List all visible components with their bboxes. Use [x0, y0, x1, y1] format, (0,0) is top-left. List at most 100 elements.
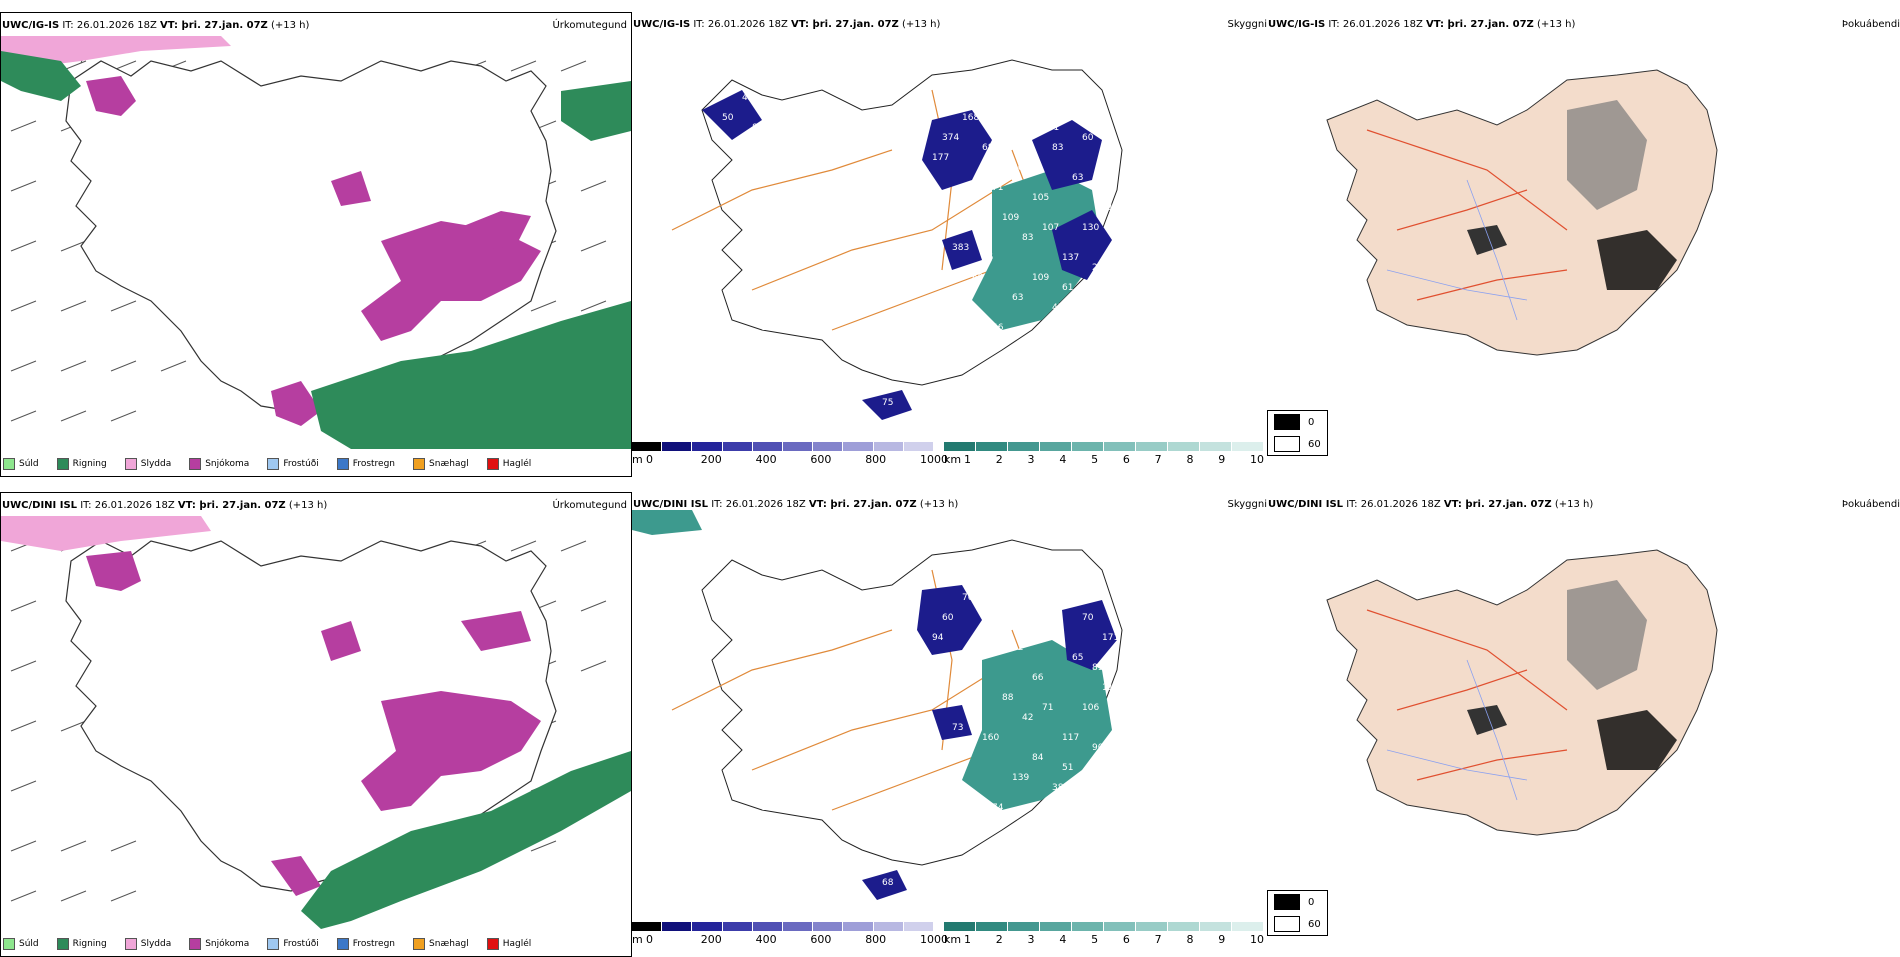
fog-area	[1467, 225, 1507, 255]
legend-swatch	[336, 938, 349, 950]
visibility-value-label: 74	[992, 803, 1004, 813]
fog-swatch	[1274, 894, 1300, 910]
precip-type-panel-bottom: UWC/DINI ISL IT: 26.01.2026 18Z VT: þri.…	[0, 492, 632, 957]
fog-swatch	[1274, 916, 1300, 932]
legend-swatch	[56, 938, 69, 950]
legend-item: Snæhagl	[413, 938, 469, 950]
panel-title: UWC/DINI ISL IT: 26.01.2026 18Z VT: þri.…	[1268, 499, 1594, 510]
legend-label: Snæhagl	[429, 459, 469, 469]
precip-map	[1, 36, 631, 449]
colorbar-cell	[1072, 922, 1104, 931]
visibility-value-label: 80	[752, 123, 764, 133]
legend-item: Haglél	[486, 938, 531, 950]
snow-area	[361, 221, 541, 341]
legend-label: Frostregn	[352, 459, 396, 469]
colorbar-cell	[843, 922, 874, 931]
legend-item: Frostregn	[336, 458, 396, 470]
colorbar-tick-label: 600	[810, 453, 832, 466]
precip-legend: Súld Rigning Slydda Snjókoma Frostúði Fr…	[3, 938, 543, 950]
colorbar-tick-label: 3	[1027, 453, 1035, 466]
visibility-value-label: 69	[972, 273, 984, 283]
precip-type-panel-top: UWC/IG-IS IT: 26.01.2026 18Z VT: þri. 27…	[0, 12, 632, 477]
legend-label: Snjókoma	[205, 939, 250, 949]
panel-type-label: Þokuábendi	[1841, 19, 1900, 30]
visibility-value-label: 95	[982, 253, 993, 263]
fog-swatch	[1274, 436, 1300, 452]
legend-label: Snæhagl	[429, 939, 469, 949]
fog-map	[1326, 549, 1718, 836]
colorbar-cell	[1200, 922, 1232, 931]
colorbar-cell	[1040, 922, 1072, 931]
visibility-labels: 68 36 83 60 63 105 109 107 130 137 109 63 95 383 37416…	[722, 93, 1123, 408]
colorbar-cell	[692, 442, 723, 451]
legend-swatch	[3, 938, 15, 950]
colorbar-cell	[1008, 922, 1040, 931]
colorbar-tick-label: 6	[1122, 453, 1130, 466]
visibility-value-label: 70	[1052, 623, 1064, 633]
legend-swatch	[267, 938, 280, 950]
legend-item: Snjókoma	[189, 458, 249, 470]
visibility-value-label: 68	[882, 878, 894, 888]
legend-swatch	[189, 458, 202, 470]
colorbar-cell	[782, 442, 814, 451]
rain-area	[311, 301, 631, 449]
panel-title: UWC/IG-IS IT: 26.01.2026 18Z VT: þri. 27…	[1268, 19, 1576, 30]
fog-area	[1597, 710, 1677, 770]
visibility-value-label: 45	[1052, 303, 1063, 313]
legend-item: Súld	[3, 458, 39, 470]
visibility-value-label: 61	[1062, 283, 1073, 293]
legend-label: Haglél	[502, 459, 532, 469]
visibility-value-label: 177	[932, 153, 949, 163]
colorbar-tick-label: 1000	[920, 933, 948, 946]
panel-title: UWC/DINI ISL IT: 26.01.2026 18Z VT: þri.…	[633, 499, 959, 510]
precip-map	[1, 516, 631, 929]
legend-item: Rigning	[56, 458, 107, 470]
visibility-area-m	[702, 90, 762, 140]
colorbar-cell	[722, 442, 753, 451]
road-network	[671, 569, 1053, 811]
visibility-value-label: 32	[1012, 643, 1023, 653]
visibility-value-label: 51	[1062, 763, 1073, 773]
colorbar-cell	[873, 922, 904, 931]
visibility-value-label: 109	[1032, 273, 1049, 283]
visibility-m-colorbar	[632, 442, 934, 451]
visibility-value-label: 60	[942, 613, 954, 623]
visibility-area-m	[942, 230, 982, 270]
colorbar-cell	[1200, 442, 1232, 451]
colorbar-tick-label: 2	[995, 453, 1003, 466]
visibility-value-label: 70	[962, 593, 974, 603]
colorbar-cell	[813, 442, 844, 451]
legend-swatch	[124, 458, 137, 470]
fog-label: 60	[1308, 438, 1321, 450]
colorbar-tick-label: 400	[755, 453, 777, 466]
visibility-value-label: 63	[1072, 173, 1083, 183]
fog-label: 0	[1308, 896, 1315, 908]
visibility-area-m	[917, 585, 982, 655]
panel-title: UWC/DINI ISL IT: 26.01.2026 18Z VT: þri.…	[2, 500, 328, 511]
visibility-value-label: 117	[1042, 603, 1059, 613]
visibility-value-label: 106	[1082, 703, 1099, 713]
snow-area	[271, 856, 321, 896]
colorbar-cell	[843, 442, 874, 451]
colorbar-cell	[944, 442, 976, 451]
fog-legend-row: 60	[1268, 913, 1327, 935]
legend-item: Snjókoma	[189, 938, 249, 950]
legend-label: Súld	[19, 939, 39, 949]
colorbar-cell	[1168, 442, 1200, 451]
panel-title: UWC/IG-IS IT: 26.01.2026 18Z VT: þri. 27…	[2, 20, 310, 31]
iceland-outline	[1326, 549, 1718, 836]
colorbar-tick-label: 6	[1122, 933, 1130, 946]
visibility-value-label: 71	[1042, 703, 1053, 713]
colorbar-cell	[1136, 922, 1168, 931]
visibility-area-km	[972, 170, 1102, 330]
visibility-value-label: 117	[1062, 733, 1079, 743]
visibility-value-label: 902	[1092, 743, 1109, 753]
colorbar-cell	[976, 922, 1008, 931]
visibility-panel-bottom: UWC/DINI ISL IT: 26.01.2026 18Z VT: þri.…	[632, 492, 1267, 957]
colorbar-cell	[1168, 922, 1200, 931]
visibility-value-label: 130	[1082, 223, 1099, 233]
fog-area	[1597, 230, 1677, 290]
snow-area	[86, 551, 141, 591]
colorbar-tick-label: 8	[1186, 933, 1194, 946]
